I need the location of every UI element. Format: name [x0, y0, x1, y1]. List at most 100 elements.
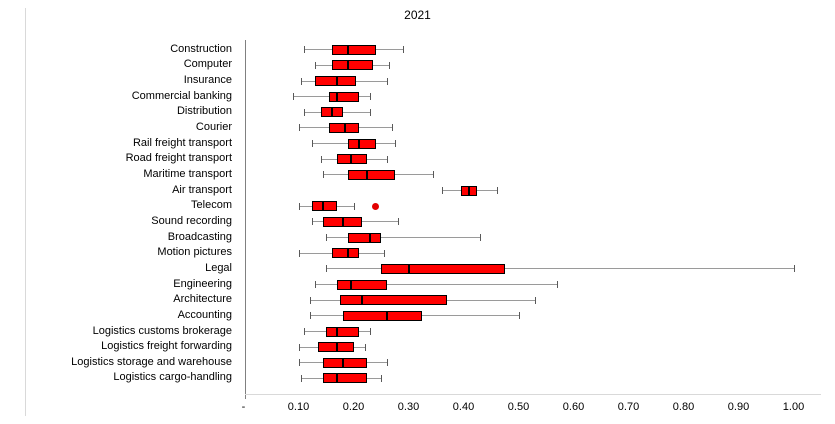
x-tick-label: 0.50 — [507, 401, 530, 413]
x-tick-label: 0.60 — [562, 401, 585, 413]
chart-title: 2021 — [404, 8, 431, 22]
iqr-box — [328, 91, 359, 102]
whisker-cap-left — [441, 187, 443, 195]
iqr-box — [331, 60, 373, 71]
x-tick-label: 0.30 — [397, 401, 420, 413]
iqr-box — [315, 76, 357, 86]
category-label: Legal — [205, 261, 232, 274]
whisker-cap-left — [298, 343, 300, 351]
iqr-box — [348, 138, 376, 149]
category-label: Logistics customs brokerage — [92, 324, 232, 337]
median-line — [330, 107, 333, 118]
x-tick-label: 1.00 — [782, 401, 805, 413]
x-tick-label: 0.40 — [452, 401, 475, 413]
whisker-cap-right — [793, 265, 795, 273]
whisker-cap-left — [312, 140, 314, 148]
whisker-cap-right — [386, 155, 388, 163]
category-label: Construction — [170, 42, 232, 55]
whisker-cap-right — [518, 312, 520, 320]
category-label: Distribution — [176, 105, 232, 118]
category-label: Road freight transport — [125, 152, 232, 165]
median-line — [385, 310, 388, 321]
outlier-dot — [372, 202, 379, 210]
iqr-box — [326, 326, 359, 337]
whisker-cap-right — [496, 187, 498, 195]
iqr-box — [348, 232, 381, 243]
whisker-cap-left — [315, 61, 316, 69]
median-line — [407, 263, 410, 274]
whisker-cap-left — [304, 108, 305, 116]
whisker-cap-right — [370, 108, 371, 116]
category-label: Engineering — [173, 277, 232, 290]
iqr-box — [381, 263, 505, 274]
whisker-cap-left — [304, 328, 305, 336]
category-label: Motion pictures — [157, 246, 232, 259]
median-line — [336, 342, 338, 353]
iqr-box — [339, 295, 447, 306]
median-line — [336, 91, 338, 102]
category-label: Insurance — [183, 74, 232, 86]
median-line — [358, 138, 360, 149]
category-label: Computer — [183, 58, 232, 71]
category-label: Logistics freight forwarding — [101, 340, 232, 353]
whisker-cap-right — [480, 234, 481, 242]
median-line — [349, 279, 352, 290]
median-line — [369, 232, 371, 243]
category-axis-line — [245, 40, 246, 399]
category-label: Accounting — [177, 308, 232, 321]
whisker-cap-right — [394, 140, 396, 148]
x-tick-label: 0.90 — [727, 401, 750, 413]
whisker-cap-right — [535, 296, 536, 304]
iqr-box — [328, 122, 359, 133]
iqr-box — [348, 169, 395, 180]
iqr-box — [342, 310, 423, 321]
whisker-cap-left — [309, 312, 311, 320]
median-line — [322, 201, 325, 212]
whisker-cap-left — [293, 93, 294, 101]
category-label: Air transport — [172, 183, 232, 196]
x-tick-label: 0.80 — [672, 401, 695, 413]
whisker-cap-left — [298, 202, 300, 210]
median-line — [344, 122, 347, 133]
category-label: Courier — [195, 120, 232, 133]
whisker-cap-left — [315, 281, 316, 289]
median-line — [347, 44, 349, 55]
whisker-cap-left — [326, 265, 327, 273]
median-line — [366, 169, 369, 180]
whisker-cap-right — [353, 202, 355, 210]
category-label: Sound recording — [151, 214, 232, 227]
value-axis-line — [245, 394, 821, 395]
whisker-cap-left — [320, 155, 322, 163]
whisker-cap-right — [392, 124, 393, 132]
category-label: Architecture — [173, 293, 232, 306]
category-label: Logistics storage and warehouse — [71, 355, 232, 368]
category-label: Logistics cargo-handling — [113, 371, 232, 384]
whisker-cap-right — [389, 61, 391, 69]
whisker-cap-right — [433, 171, 435, 179]
median-line — [349, 154, 352, 165]
iqr-box — [331, 248, 359, 259]
category-label: Broadcasting — [167, 230, 232, 243]
whisker-cap-right — [381, 374, 382, 382]
median-line — [336, 326, 338, 337]
whisker-cap-left — [298, 124, 300, 132]
whisker-cap-right — [370, 93, 371, 101]
median-line — [341, 357, 344, 368]
whisker-cap-right — [370, 328, 371, 336]
whisker-cap-right — [364, 343, 366, 351]
whisker-cap-left — [301, 374, 303, 382]
whisker-cap-left — [298, 359, 300, 367]
whisker-cap-right — [397, 218, 399, 226]
median-line — [336, 373, 338, 384]
iqr-box — [337, 154, 368, 165]
median-line — [336, 76, 338, 86]
whisker-line — [326, 237, 480, 239]
whisker-cap-right — [383, 249, 385, 257]
x-tick-label: - — [241, 401, 246, 413]
median-line — [468, 185, 470, 196]
whisker-cap-left — [312, 218, 314, 226]
iqr-box — [337, 279, 387, 290]
iqr-box — [323, 357, 368, 368]
iqr-box — [323, 373, 368, 384]
